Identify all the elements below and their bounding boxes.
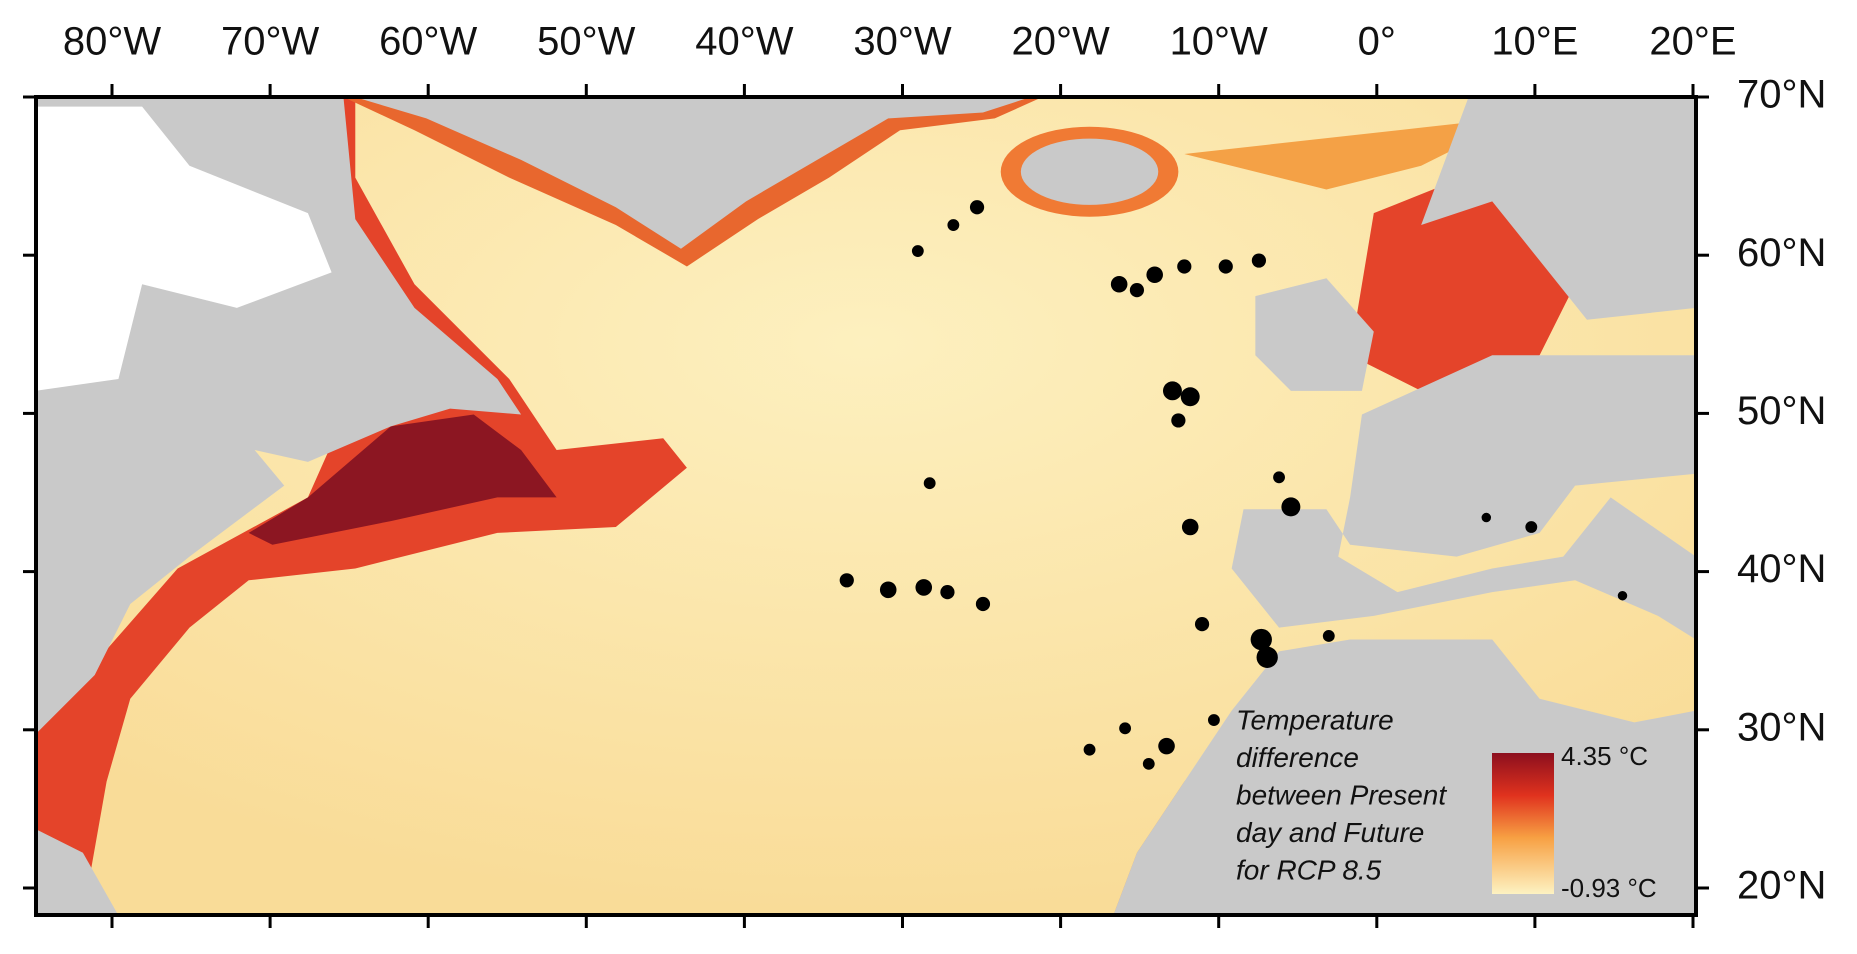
longitude-label: 20°W bbox=[1011, 20, 1109, 64]
latitude-label: 70°N bbox=[1737, 73, 1826, 117]
legend-title-line: day and Future bbox=[1236, 817, 1424, 848]
latitude-label: 60°N bbox=[1737, 231, 1826, 275]
longitude-label: 50°W bbox=[537, 20, 635, 64]
longitude-label: 40°W bbox=[695, 20, 793, 64]
strong-warming bbox=[248, 414, 557, 545]
legend-title-line: Temperature bbox=[1236, 704, 1394, 735]
longitude-label: 70°W bbox=[221, 20, 319, 64]
map-frame bbox=[34, 95, 1698, 917]
latitude-label: 20°N bbox=[1737, 864, 1826, 908]
land bbox=[36, 829, 119, 915]
map-area bbox=[36, 97, 1696, 915]
longitude-label: 0° bbox=[1358, 20, 1396, 64]
sample-sites bbox=[839, 200, 1628, 770]
colorbar-min-label: -0.93 °C bbox=[1561, 873, 1657, 903]
land bbox=[1020, 138, 1159, 205]
colorbar bbox=[1492, 753, 1554, 894]
legend-title-line: difference bbox=[1236, 742, 1359, 773]
latitude-label: 50°N bbox=[1737, 389, 1826, 433]
land bbox=[1421, 97, 1696, 320]
legend-title-line: for RCP 8.5 bbox=[1236, 854, 1382, 885]
legend-title-line: between Present bbox=[1236, 779, 1447, 810]
longitude-label: 10°E bbox=[1491, 20, 1578, 64]
latitude-label: 30°N bbox=[1737, 705, 1826, 749]
colorbar-max-label: 4.35 °C bbox=[1561, 741, 1648, 771]
land bbox=[1255, 278, 1374, 391]
longitude-label: 20°E bbox=[1649, 20, 1736, 64]
longitude-label: 60°W bbox=[379, 20, 477, 64]
longitude-label: 30°W bbox=[853, 20, 951, 64]
latitude-label: 40°N bbox=[1737, 547, 1826, 591]
map-shapes bbox=[36, 97, 1696, 915]
longitude-label: 80°W bbox=[63, 20, 161, 64]
ice bbox=[36, 106, 332, 391]
longitude-label: 10°W bbox=[1170, 20, 1268, 64]
land bbox=[355, 97, 1031, 249]
